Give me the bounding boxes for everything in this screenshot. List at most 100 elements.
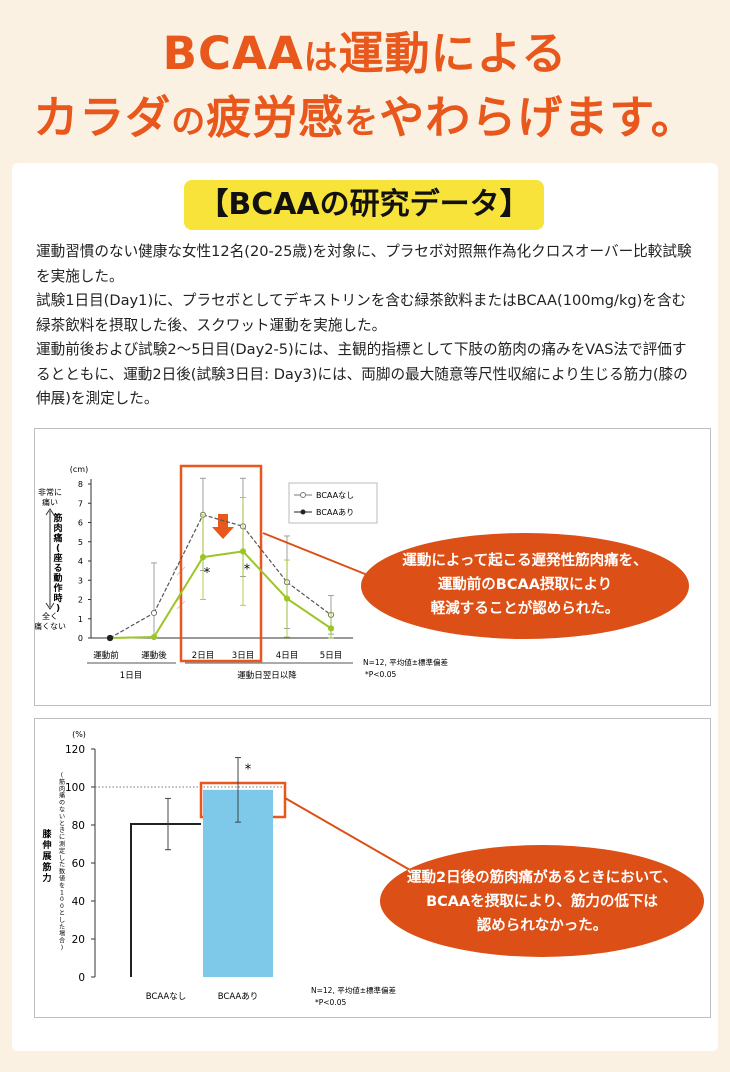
y-axis-note-char: な <box>59 807 65 814</box>
y-axis-note-char: し <box>59 855 65 862</box>
intro-paragraph: 運動習慣のない健康な女性12名(20-25歳)を対象に、プラセボ対照無作為化クロ… <box>36 243 692 285</box>
y-axis-label-char: 時 <box>53 592 62 604</box>
y-tick-label: 1 <box>78 615 83 624</box>
y-axis-label-char: 力 <box>42 872 51 884</box>
y-axis-note-char: と <box>59 910 65 917</box>
y-axis-note-char: た <box>59 862 65 869</box>
x-tick-label: BCAAあり <box>218 992 258 1002</box>
y-axis-label-char: 筋 <box>41 861 51 873</box>
y-axis-label: 膝伸展筋力 <box>41 828 52 884</box>
section-title: 【BCAAの研究データ】 <box>184 180 544 230</box>
y-axis-label-char: ) <box>56 604 60 614</box>
y-axis-note-char: ( <box>61 772 63 779</box>
down-arrow-icon <box>212 514 234 539</box>
callout-2 <box>284 797 704 957</box>
y-axis-label-char: 作 <box>53 582 62 594</box>
callout-line: BCAAを摂取により、筋力の低下は <box>426 894 658 910</box>
y-tick-label: 120 <box>65 744 85 756</box>
y-axis-note-char: 肉 <box>59 785 65 793</box>
y-axis-label-char: 伸 <box>41 839 51 851</box>
y-tick-label: 100 <box>65 782 85 794</box>
callout-connector <box>262 532 376 579</box>
y-axis-note-char: 測 <box>59 840 65 848</box>
y-axis-label-char: 痛 <box>52 532 62 544</box>
highlight-box <box>179 464 263 663</box>
series-1 <box>106 497 335 642</box>
data-point <box>150 633 158 641</box>
y-axis-label-char: 筋 <box>52 512 62 524</box>
y-bottom-label: 全く <box>42 611 58 621</box>
y-axis-note-char: の <box>59 800 65 807</box>
legend-marker <box>300 492 306 498</box>
series-segment <box>153 556 204 638</box>
y-bottom-label: 痛くない <box>35 621 66 631</box>
y-axis-note-char: き <box>59 827 65 834</box>
y-axis-note-char: 0 <box>60 903 64 910</box>
intro-text: 運動習慣のない健康な女性12名(20-25歳)を対象に、プラセボ対照無作為化クロ… <box>36 240 696 412</box>
significance-mark: * <box>204 566 211 581</box>
y-axis-note-char: 痛 <box>59 792 65 800</box>
y-axis-note-char: し <box>59 917 65 924</box>
y-axis-note-char: 値 <box>59 875 65 883</box>
callout-1-text: 運動によって起こる遅発性筋肉痛を、 運動前のBCAA摂取により 軽減することが認… <box>365 549 685 621</box>
y-axis-note-char: 1 <box>60 889 64 896</box>
headline-text: 運動による <box>338 27 568 80</box>
y-top-label: 非常に <box>38 487 62 497</box>
y-tick-label: 20 <box>72 934 85 946</box>
callout-line: 運動前のBCAA摂取により <box>437 577 613 593</box>
headline-bcaa: BCAA <box>162 27 304 80</box>
headline-fatigue: 疲労感 <box>206 91 345 144</box>
x-tick-label: 5日目 <box>320 651 342 661</box>
intro-paragraph: 試験1日目(Day1)に、プラセボとしてデキストリンを含む緑茶飲料またはBCAA… <box>36 292 687 334</box>
y-axis-note-char: 数 <box>59 868 65 876</box>
y-axis-note-char: た <box>59 924 65 931</box>
data-point <box>199 554 207 561</box>
significance-mark: * <box>244 562 251 577</box>
y-axis-note-char: に <box>59 834 65 841</box>
series-segment <box>202 550 244 559</box>
legend-marker <box>300 509 306 515</box>
y-tick-label: 4 <box>78 557 83 566</box>
chart-note: *P<0.05 <box>365 670 396 679</box>
y-tick-label: 40 <box>72 896 85 908</box>
x-tick-label: 2日目 <box>192 651 214 661</box>
intro-paragraph: 運動前後および試験2～5日目(Day2-5)には、主観的指標として下肢の筋肉の痛… <box>36 341 688 407</box>
callout-ellipse <box>380 845 704 957</box>
x-tick-label: BCAAなし <box>146 992 186 1002</box>
x-tick-label: 3日目 <box>232 651 254 661</box>
y-axis-label: 筋肉痛(座る動作時) <box>52 512 62 614</box>
series-segment <box>153 514 204 614</box>
y-tick-label: 6 <box>78 519 83 528</box>
y-tick-label: 0 <box>78 972 85 984</box>
series-segment <box>109 612 155 639</box>
headline-particle: を <box>344 102 380 142</box>
y-tick-label: 80 <box>72 820 85 832</box>
headline: BCAAは運動による カラダの疲労感をやわらげます。 <box>0 24 730 152</box>
y-axis-label-char: 座 <box>52 552 62 564</box>
data-point <box>283 595 291 602</box>
y-tick-label: 3 <box>78 576 83 585</box>
data-point <box>239 548 247 555</box>
y-axis-note-char: と <box>59 820 65 827</box>
headline-particle: の <box>171 102 207 142</box>
y-axis-label-char: ( <box>56 544 60 554</box>
x-tick-label: 運動前 <box>93 650 119 661</box>
y-tick-label: 5 <box>78 538 83 547</box>
y-axis-note-char: ) <box>61 945 63 952</box>
legend-box <box>288 482 378 524</box>
y-tick-label: 8 <box>78 480 83 489</box>
significance-mark: * <box>245 763 252 778</box>
y-axis-note: (筋肉痛のないときに測定した数値を 1 0 0 とした場合) <box>59 772 65 952</box>
y-axis-label-char: 動 <box>53 572 62 584</box>
y-axis-note-char: い <box>59 813 65 820</box>
y-unit: (cm) <box>70 465 88 474</box>
data-point <box>106 634 114 642</box>
chart-note: N=12, 平均値±標準偏差 <box>363 657 448 667</box>
chart-note: *P<0.05 <box>315 998 346 1007</box>
callout-ellipse <box>361 533 689 639</box>
callout-connector <box>284 797 411 871</box>
callout-line: 軽減することが認められた。 <box>430 601 620 617</box>
y-axis-label-char: 肉 <box>53 522 62 534</box>
